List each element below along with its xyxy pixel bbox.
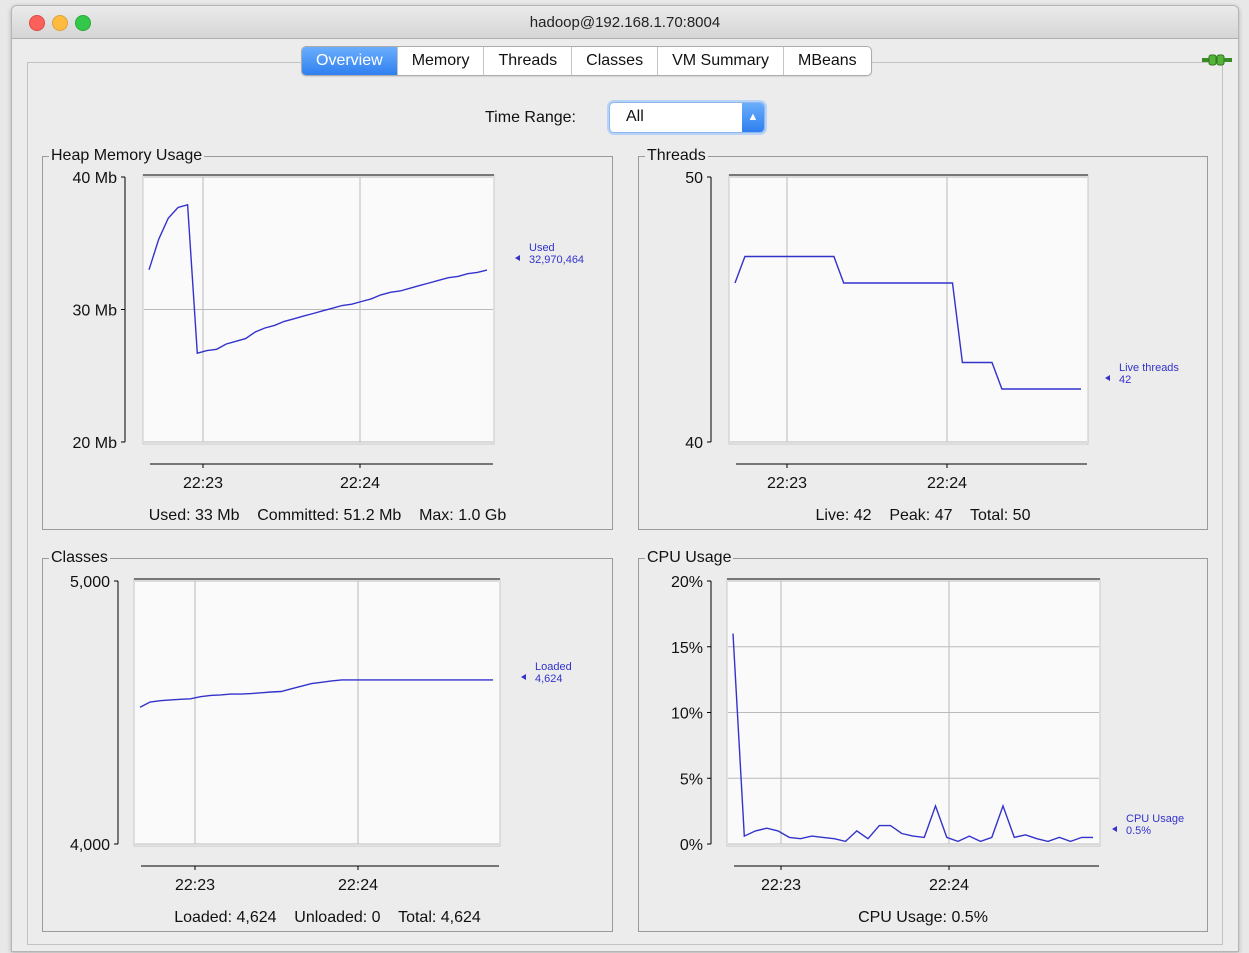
cpu-panel: CPU Usage 20% 15% 10% 5% 0% 22:23 22:24 CPU Usa… (638, 549, 1208, 932)
heap-panel: Heap Memory Usage 40 Mb 30 Mb 20 Mb 22:23 22… (42, 147, 613, 530)
heap-summary: Used: 33 Mb Committed: 51.2 Mb Max: 1.0 … (148, 507, 507, 524)
time-range-label: Time Range: (485, 109, 576, 126)
heap-series-line (148, 203, 488, 355)
cpu-y-tick-label: 15% (671, 640, 703, 657)
threads-panel: Threads 50 40 22:23 22:24 Live threads 42 Liv… (638, 147, 1208, 530)
heap-y-tick-label: 20 Mb (73, 435, 118, 452)
threads-x-tick-label: 22:24 (927, 475, 967, 492)
time-range-value: All (626, 108, 644, 125)
plug-icon[interactable] (1202, 52, 1232, 73)
classes-x-tick-label: 22:23 (175, 877, 215, 894)
heap-y-tick-label: 30 Mb (73, 303, 118, 320)
heap-x-tick-label: 22:24 (340, 475, 380, 492)
threads-annotation-value: 42 (1119, 374, 1131, 386)
classes-panel: Classes 5,000 4,000 22:23 22:24 Loaded 4,624 … (42, 549, 613, 932)
cpu-annotation-value: 0.5% (1126, 825, 1151, 837)
classes-plot-area (133, 578, 501, 847)
threads-y-tick-label: 50 (685, 170, 703, 187)
classes-annotation-value: 4,624 (535, 673, 563, 685)
heap-annotation-arrow-icon (515, 255, 520, 261)
cpu-x-tick-label: 22:24 (929, 877, 969, 894)
tab-vm-summary[interactable]: VM Summary (658, 47, 784, 75)
cpu-x-tick-label: 22:23 (761, 877, 801, 894)
cpu-y-tick-label: 0% (680, 837, 703, 854)
threads-summary: Live: 42 Peak: 47 Total: 50 (815, 507, 1031, 524)
tab-bar: Overview Memory Threads Classes VM Summa… (301, 46, 872, 76)
threads-x-tick-label: 22:23 (767, 475, 807, 492)
tab-threads[interactable]: Threads (484, 47, 573, 75)
minimize-window-button[interactable] (52, 15, 68, 31)
tab-classes[interactable]: Classes (572, 47, 659, 75)
threads-plot-area (728, 174, 1089, 445)
cpu-annotation-arrow-icon (1112, 826, 1117, 832)
threads-panel-title: Threads (645, 147, 708, 165)
threads-annotation-label: Live threads (1119, 362, 1179, 374)
threads-annotation-arrow-icon (1105, 375, 1110, 381)
heap-annotation-label: Used (529, 242, 555, 254)
title-bar: hadoop@192.168.1.70:8004 (12, 6, 1238, 39)
cpu-series-line (732, 633, 1093, 843)
time-range-select[interactable]: All ▲ (609, 102, 765, 133)
cpu-annotation-label: CPU Usage (1126, 813, 1184, 825)
classes-y-tick-label: 4,000 (70, 837, 110, 854)
cpu-y-tick-label: 5% (680, 771, 703, 788)
classes-x-tick-label: 22:24 (338, 877, 378, 894)
heap-x-tick-label: 22:23 (183, 475, 223, 492)
threads-series-line (734, 255, 1081, 390)
tab-mbeans[interactable]: MBeans (797, 52, 857, 69)
heap-y-tick-label: 40 Mb (73, 170, 118, 187)
cpu-summary: CPU Usage: 0.5% (858, 909, 988, 926)
zoom-window-button[interactable] (75, 15, 91, 31)
classes-annotation-arrow-icon (521, 674, 526, 680)
classes-series-line (139, 679, 493, 708)
heap-annotation-value: 32,970,464 (529, 254, 584, 266)
close-window-button[interactable] (29, 15, 45, 31)
tab-overview[interactable]: Overview (302, 47, 398, 75)
threads-y-tick-label: 40 (685, 435, 703, 452)
jconsole-window: hadoop@192.168.1.70:8004 Overview Memory… (11, 5, 1239, 952)
stepper-arrows-icon: ▲ (742, 103, 764, 132)
cpu-y-tick-label: 10% (671, 706, 703, 723)
classes-summary: Loaded: 4,624 Unloaded: 0 Total: 4,624 (174, 909, 481, 926)
classes-panel-title: Classes (49, 549, 110, 567)
classes-annotation-label: Loaded (535, 661, 572, 673)
window-title: hadoop@192.168.1.70:8004 (529, 14, 721, 31)
classes-y-tick-label: 5,000 (70, 574, 110, 591)
cpu-panel-title: CPU Usage (645, 549, 734, 567)
heap-panel-title: Heap Memory Usage (49, 147, 205, 165)
tab-memory[interactable]: Memory (398, 47, 485, 75)
cpu-y-tick-label: 20% (671, 574, 703, 591)
